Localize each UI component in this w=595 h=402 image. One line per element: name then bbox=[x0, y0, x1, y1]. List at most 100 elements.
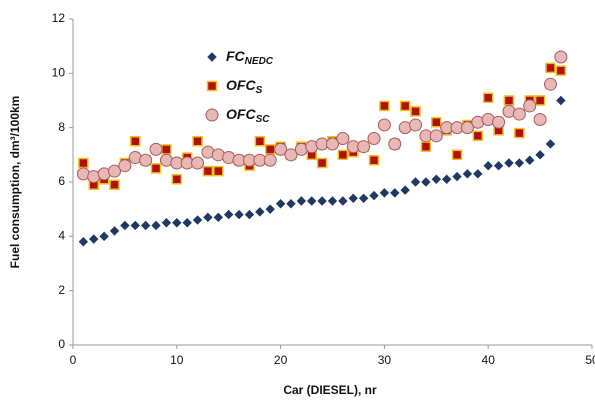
point bbox=[191, 156, 205, 170]
point bbox=[460, 121, 474, 135]
point bbox=[317, 196, 327, 206]
y-tick-label: 10 bbox=[52, 66, 66, 80]
point bbox=[525, 155, 535, 165]
point bbox=[265, 204, 275, 214]
point bbox=[379, 100, 390, 112]
point bbox=[78, 157, 89, 169]
point bbox=[441, 174, 452, 184]
point bbox=[263, 153, 277, 167]
x-tick-label: 0 bbox=[70, 353, 77, 367]
point bbox=[192, 215, 203, 225]
point bbox=[504, 158, 514, 168]
legend-name: OFC bbox=[226, 106, 256, 122]
legend-label: FCNEDC bbox=[226, 48, 274, 67]
point bbox=[451, 149, 463, 161]
legend-name: OFC bbox=[226, 77, 256, 93]
y-tick-label: 2 bbox=[58, 283, 65, 297]
y-tick-label: 6 bbox=[58, 174, 65, 188]
point bbox=[171, 174, 183, 185]
point bbox=[514, 158, 525, 168]
point bbox=[161, 218, 172, 228]
point bbox=[348, 193, 358, 204]
x-tick-label: 40 bbox=[482, 353, 496, 367]
point bbox=[213, 165, 224, 177]
point bbox=[264, 144, 276, 155]
point bbox=[431, 174, 442, 184]
x-tick-label: 10 bbox=[170, 353, 184, 367]
x-tick-label: 30 bbox=[378, 353, 392, 367]
point bbox=[109, 179, 120, 190]
point bbox=[203, 212, 213, 223]
point bbox=[492, 115, 506, 129]
legend-subscript: NEDC bbox=[245, 56, 274, 67]
point bbox=[192, 136, 203, 147]
point bbox=[223, 209, 234, 220]
point bbox=[286, 199, 296, 209]
point bbox=[514, 127, 525, 139]
legend-label: OFCSC bbox=[226, 106, 270, 125]
point bbox=[556, 95, 566, 106]
point bbox=[452, 171, 462, 182]
point bbox=[429, 129, 443, 143]
point bbox=[255, 207, 265, 217]
x-axis-label: Car (DIESEL), nr bbox=[283, 383, 377, 397]
point bbox=[120, 220, 130, 231]
point bbox=[534, 95, 546, 106]
point bbox=[512, 107, 526, 121]
point bbox=[388, 137, 402, 151]
point bbox=[327, 196, 338, 206]
y-tick-label: 4 bbox=[58, 229, 65, 243]
point bbox=[379, 188, 390, 198]
point bbox=[275, 199, 286, 209]
point bbox=[358, 193, 369, 204]
point bbox=[89, 234, 99, 244]
point bbox=[182, 218, 192, 228]
legend-label: OFCS bbox=[226, 77, 263, 96]
point bbox=[140, 220, 151, 231]
point bbox=[284, 148, 298, 162]
point bbox=[296, 196, 307, 206]
point bbox=[307, 196, 317, 206]
point bbox=[99, 231, 109, 242]
y-axis-label: Fuel consumption, dm³/100km bbox=[8, 96, 22, 269]
point bbox=[108, 164, 122, 178]
point bbox=[151, 220, 161, 231]
point bbox=[462, 169, 473, 179]
point bbox=[410, 177, 421, 187]
point bbox=[410, 106, 421, 117]
point bbox=[213, 212, 224, 223]
legend-marker bbox=[206, 80, 218, 92]
point bbox=[421, 177, 431, 187]
point bbox=[172, 218, 182, 228]
legend-marker bbox=[205, 108, 219, 122]
point bbox=[535, 150, 545, 160]
point bbox=[118, 159, 132, 173]
point bbox=[338, 196, 348, 206]
point bbox=[254, 136, 266, 147]
legend-marker bbox=[207, 52, 217, 62]
point bbox=[336, 132, 350, 146]
point bbox=[493, 160, 504, 171]
point bbox=[409, 118, 423, 132]
point bbox=[390, 188, 400, 198]
point bbox=[367, 132, 381, 146]
point bbox=[473, 169, 483, 179]
point bbox=[543, 77, 557, 91]
legend-name: FC bbox=[226, 48, 246, 64]
y-tick-label: 8 bbox=[58, 120, 65, 134]
point bbox=[150, 163, 162, 174]
point bbox=[202, 165, 214, 177]
point bbox=[545, 62, 556, 74]
point bbox=[244, 209, 255, 220]
point bbox=[523, 99, 537, 113]
point bbox=[234, 209, 244, 220]
point bbox=[472, 130, 484, 142]
point bbox=[368, 155, 380, 166]
point bbox=[545, 139, 556, 149]
point bbox=[400, 185, 410, 195]
point bbox=[431, 116, 442, 128]
point bbox=[109, 226, 120, 236]
point bbox=[377, 118, 391, 132]
point bbox=[274, 142, 288, 156]
